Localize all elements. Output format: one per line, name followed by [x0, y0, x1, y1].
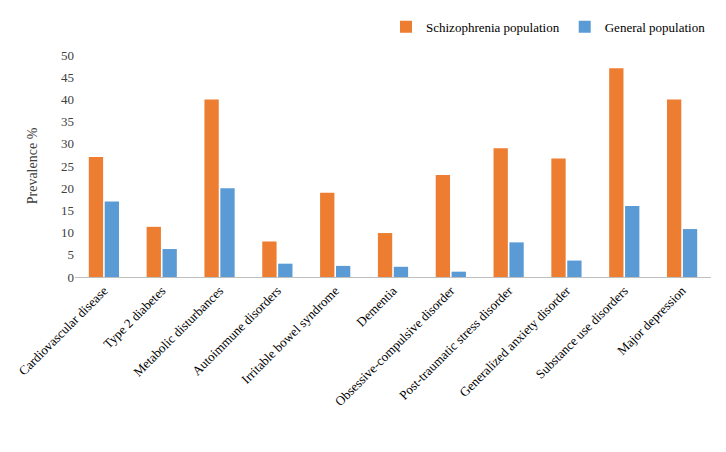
- svg-text:Prevalence %: Prevalence %: [25, 127, 40, 204]
- svg-text:5: 5: [68, 247, 75, 262]
- svg-text:10: 10: [61, 225, 74, 240]
- svg-text:50: 50: [61, 48, 74, 63]
- svg-text:Obsessive-compulsive disorder: Obsessive-compulsive disorder: [332, 283, 458, 409]
- svg-text:20: 20: [61, 181, 74, 196]
- svg-text:Irritable bowel syndrome: Irritable bowel syndrome: [238, 283, 342, 387]
- svg-text:45: 45: [61, 70, 74, 85]
- svg-text:35: 35: [61, 114, 74, 129]
- svg-text:Cardiovascular disease: Cardiovascular disease: [16, 283, 111, 378]
- svg-text:30: 30: [61, 136, 74, 151]
- svg-text:Substance use disorders: Substance use disorders: [533, 283, 631, 381]
- svg-text:15: 15: [61, 203, 74, 218]
- svg-text:Dementia: Dementia: [353, 283, 400, 330]
- svg-text:40: 40: [61, 92, 74, 107]
- svg-text:25: 25: [61, 159, 74, 174]
- svg-text:Type 2 diabetes: Type 2 diabetes: [100, 283, 168, 351]
- svg-text:Schizophrenia population: Schizophrenia population: [426, 20, 560, 35]
- svg-text:Major depression: Major depression: [614, 283, 689, 358]
- svg-text:Post-traumatic stress disorder: Post-traumatic stress disorder: [396, 283, 516, 403]
- svg-text:Generalized anxiety disorder: Generalized anxiety disorder: [456, 283, 573, 400]
- svg-text:Autoimmune disorders: Autoimmune disorders: [189, 283, 284, 378]
- svg-text:General population: General population: [605, 20, 705, 35]
- svg-text:Metabolic disturbances: Metabolic disturbances: [130, 283, 226, 379]
- svg-text:0: 0: [68, 270, 75, 285]
